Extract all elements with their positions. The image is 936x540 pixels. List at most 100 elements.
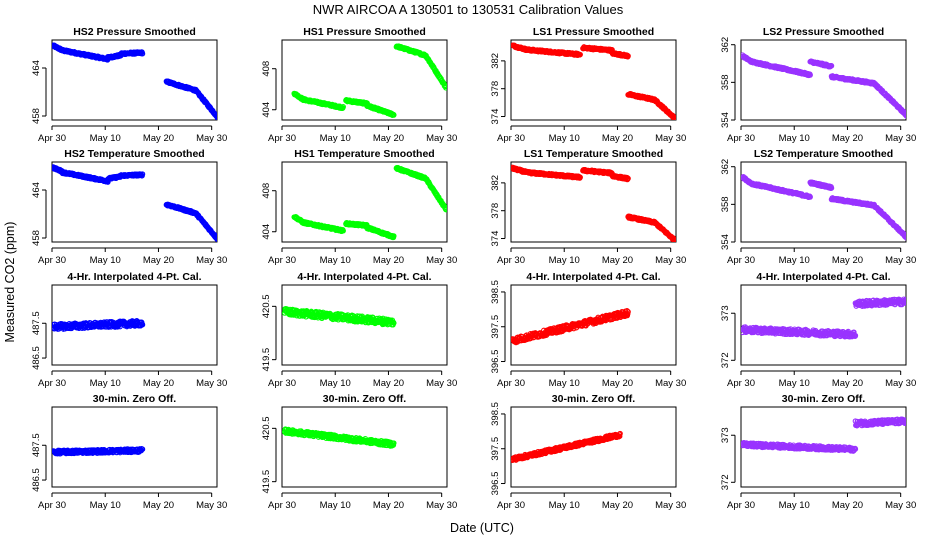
x-tick-label: May 10	[90, 255, 121, 266]
y-tick-label: 354	[720, 234, 731, 250]
y-tick-label: 362	[720, 159, 731, 175]
data-point	[442, 205, 447, 211]
x-tick-label: May 20	[373, 133, 404, 144]
x-tick-label: May 10	[320, 133, 351, 144]
x-tick-label: May 30	[196, 133, 227, 144]
x-axis-label: Date (UTC)	[450, 521, 514, 535]
x-tick-label: Apr 30	[497, 255, 525, 266]
x-tick-label: May 20	[602, 378, 633, 389]
panel-11: 4-Hr. Interpolated 4-Pt. Cal.Apr 30 May 1…	[490, 271, 686, 389]
x-tick-label: Apr 30	[38, 378, 66, 389]
x-tick-label: May 20	[832, 378, 863, 389]
data-point	[391, 112, 397, 118]
panel-2: HS1 Pressure Smoothed Apr 30 May 10 May 20 M…	[261, 26, 457, 144]
data-point	[577, 51, 583, 58]
data-points	[511, 308, 631, 346]
x-tick-label: May 20	[602, 255, 633, 266]
data-point	[807, 194, 813, 200]
x-tick-label: May 10	[90, 378, 121, 389]
x-tick-label: May 30	[196, 378, 227, 389]
plot-frame	[281, 161, 448, 243]
x-tick-label: Apr 30	[727, 378, 755, 389]
x-tick-label: Apr 30	[38, 500, 66, 511]
x-tick-label: Apr 30	[727, 255, 755, 266]
y-tick-label: 464	[31, 60, 42, 76]
y-tick-label: 397.5	[490, 315, 501, 339]
data-points	[52, 42, 217, 120]
data-point	[625, 53, 631, 59]
y-tick-label: 420.5	[261, 294, 272, 318]
x-tick-label: May 10	[320, 255, 351, 266]
panel-title: HS1 Pressure Smoothed	[303, 26, 426, 38]
plot-frame	[51, 406, 218, 488]
panel-title: 4-Hr. Interpolated 4-Pt. Cal.	[756, 271, 890, 283]
data-point	[904, 234, 906, 240]
data-point	[215, 237, 217, 242]
x-tick-label: Apr 30	[38, 133, 66, 144]
x-tick-label: Apr 30	[727, 133, 755, 144]
plot-frame	[51, 39, 218, 121]
y-tick-label: 382	[490, 175, 501, 191]
plot-frame	[510, 161, 677, 243]
data-points	[52, 164, 217, 242]
panel-title: LS1 Temperature Smoothed	[524, 148, 663, 160]
data-points	[52, 446, 146, 457]
panel-title: 4-Hr. Interpolated 4-Pt. Cal.	[67, 271, 201, 283]
data-points	[291, 164, 447, 241]
data-point	[214, 235, 217, 242]
plot-frame	[510, 39, 677, 121]
data-points	[282, 306, 397, 328]
y-tick-label: 487.5	[31, 433, 42, 457]
data-points	[741, 52, 906, 120]
data-point	[904, 299, 906, 305]
y-tick-label: 374	[490, 109, 501, 125]
data-point	[340, 104, 346, 110]
x-tick-label: May 30	[655, 255, 686, 266]
data-point	[443, 85, 447, 91]
data-point	[625, 309, 631, 315]
y-tick-label: 373	[720, 305, 731, 321]
plot-frame	[281, 284, 448, 366]
x-tick-label: May 10	[779, 255, 810, 266]
x-tick-label: Apr 30	[497, 378, 525, 389]
panel-12: 4-Hr. Interpolated 4-Pt. Cal.Apr 30 May 1…	[720, 271, 916, 389]
panel-title: LS1 Pressure Smoothed	[533, 26, 654, 38]
data-point	[625, 175, 631, 182]
panel-title: HS2 Temperature Smoothed	[64, 148, 204, 160]
y-tick-label: 404	[261, 224, 272, 240]
data-point	[673, 238, 676, 242]
y-tick-label: 458	[31, 230, 42, 246]
data-point	[673, 116, 676, 120]
panel-6: HS1 Temperature Smoothed Apr 30 May 10 May …	[261, 148, 457, 266]
x-tick-label: May 30	[655, 133, 686, 144]
x-tick-label: May 30	[196, 500, 227, 511]
x-tick-label: May 30	[885, 378, 916, 389]
data-point	[903, 112, 906, 119]
x-tick-label: May 20	[373, 255, 404, 266]
data-point	[215, 114, 217, 120]
x-tick-label: May 20	[143, 255, 174, 266]
x-tick-label: May 20	[143, 500, 174, 511]
x-tick-label: May 10	[90, 133, 121, 144]
y-tick-label: 374	[490, 231, 501, 247]
data-point	[139, 50, 146, 57]
data-point	[904, 297, 906, 304]
data-point	[904, 114, 906, 120]
x-tick-label: Apr 30	[268, 255, 296, 266]
x-tick-label: May 30	[426, 378, 457, 389]
figure-title: NWR AIRCOA A 130501 to 130531 Calibratio…	[313, 2, 624, 17]
data-points	[511, 164, 676, 242]
panel-title: HS1 Temperature Smoothed	[294, 148, 434, 160]
x-tick-label: Apr 30	[268, 133, 296, 144]
x-tick-label: May 30	[196, 255, 227, 266]
panel-title: LS2 Pressure Smoothed	[763, 26, 884, 38]
x-tick-label: May 30	[426, 255, 457, 266]
x-tick-label: May 20	[143, 133, 174, 144]
x-tick-label: May 30	[426, 133, 457, 144]
